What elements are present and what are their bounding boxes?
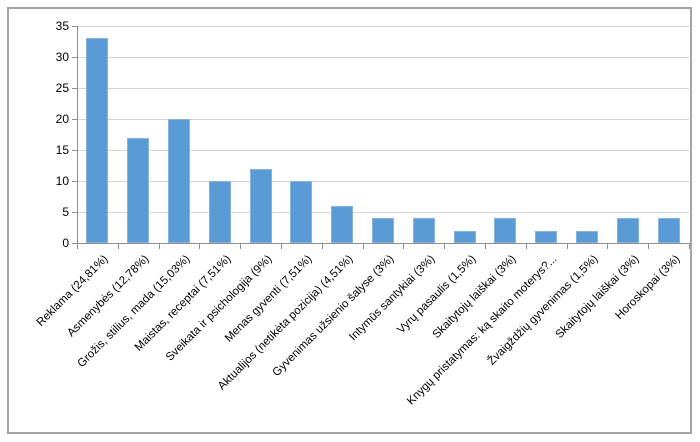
y-tick-label: 15 [55, 143, 69, 157]
y-tick [72, 181, 77, 182]
x-tick [566, 244, 568, 249]
bar [412, 218, 435, 243]
y-tick-label: 10 [55, 174, 69, 188]
plot-area: 0 5 10 15 20 25 30 35 Reklama (24,81%) Asmenybės … [9, 9, 690, 432]
bar [331, 206, 354, 243]
bar [657, 218, 680, 243]
y-tick [72, 88, 77, 89]
x-tick [77, 244, 78, 249]
y-tick [72, 150, 77, 151]
x-tick [403, 244, 405, 249]
y-axis-line [77, 26, 78, 243]
x-tick [321, 244, 323, 249]
y-tick [72, 57, 77, 58]
y-tick [72, 26, 77, 27]
x-tick [240, 244, 242, 249]
bar [576, 231, 598, 243]
bar [453, 231, 476, 243]
gridline [77, 212, 689, 213]
y-tick-label: 30 [55, 50, 69, 64]
gridline [77, 88, 689, 89]
y-tick-label: 0 [62, 236, 69, 250]
bar [535, 231, 558, 243]
x-tick [485, 244, 486, 249]
y-tick [72, 119, 77, 120]
x-tick [689, 244, 690, 249]
y-tick-label: 25 [55, 81, 69, 95]
x-tick [607, 244, 609, 249]
x-tick [117, 244, 119, 249]
x-tick [199, 244, 201, 249]
bar [86, 38, 109, 243]
gridline [77, 150, 689, 151]
x-axis-line [77, 243, 690, 244]
bar [127, 138, 150, 243]
bar [168, 119, 190, 243]
y-tick-label: 35 [55, 19, 69, 33]
gridline [77, 119, 689, 120]
y-tick-label: 20 [55, 112, 69, 126]
chart-frame: 0 5 10 15 20 25 30 35 Reklama (24,81%) Asmenybės … [7, 7, 692, 434]
y-tick [72, 243, 77, 244]
x-tick [281, 244, 282, 249]
x-tick [362, 244, 364, 249]
y-tick-label: 5 [62, 205, 69, 219]
bar [372, 218, 394, 243]
x-tick [648, 244, 650, 249]
y-tick [72, 212, 77, 213]
bar [616, 218, 639, 243]
bar [494, 218, 517, 243]
bar [249, 169, 272, 243]
gridline [77, 26, 689, 27]
x-tick [158, 244, 160, 249]
x-tick [525, 244, 527, 249]
bar [290, 181, 313, 243]
x-tick [444, 244, 446, 249]
gridline [77, 181, 689, 182]
gridline [77, 57, 689, 58]
bar [208, 181, 231, 243]
